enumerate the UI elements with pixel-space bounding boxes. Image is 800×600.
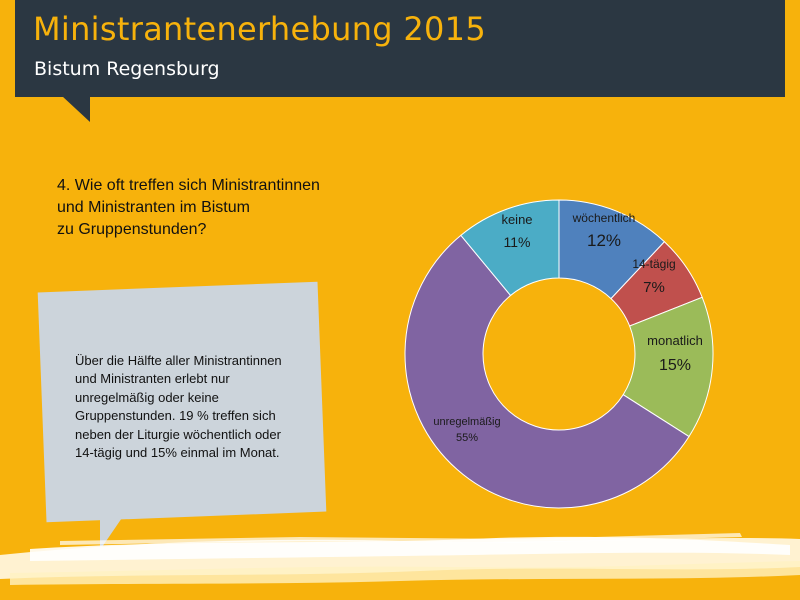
note-line: Über die Hälfte aller Ministrantinnen bbox=[75, 353, 282, 368]
donut-segment-2 bbox=[622, 296, 714, 438]
note-text: Über die Hälfte aller Ministrantinnen un… bbox=[75, 352, 325, 462]
note-line: Gruppenstunden. 19 % treffen sich bbox=[75, 408, 276, 424]
segment-category-label: wöchentlich bbox=[572, 211, 636, 225]
note-line: neben der Liturgie wöchentlich oder bbox=[75, 426, 281, 442]
note-line: 14-tägig und 15% einmal im Monat. bbox=[75, 445, 280, 461]
segment-value-label: 11% bbox=[504, 234, 531, 250]
segment-value-label: 12% bbox=[587, 231, 621, 250]
note-line: unregelmäßig oder keine bbox=[75, 389, 219, 405]
page-title: Ministrantenerhebung 2015 bbox=[33, 10, 486, 48]
question-line: und Ministranten im Bistum bbox=[57, 199, 250, 216]
segment-value-label: 55% bbox=[456, 432, 478, 444]
brush-stroke-decoration bbox=[0, 533, 800, 585]
question-line: 4. Wie oft treffen sich Ministrantinnen bbox=[57, 177, 320, 194]
header-banner: Ministrantenerhebung 2015 Bistum Regensb… bbox=[15, 0, 785, 97]
segment-value-label: 15% bbox=[659, 357, 691, 374]
segment-category-label: keine bbox=[501, 212, 532, 227]
question-text: 4. Wie oft treffen sich Ministrantinnen … bbox=[57, 175, 397, 241]
segment-category-label: monatlich bbox=[647, 333, 703, 348]
donut-segment-4 bbox=[460, 199, 560, 297]
segment-category-label: unregelmäßig bbox=[433, 416, 500, 428]
header-speech-tail bbox=[62, 96, 90, 122]
note-line: und Ministranten erlebt nur bbox=[75, 371, 230, 387]
segment-value-label: 7% bbox=[643, 279, 665, 296]
question-line: zu Gruppenstunden? bbox=[57, 221, 207, 238]
segment-category-label: 14-tägig bbox=[632, 257, 675, 271]
page-subtitle: Bistum Regensburg bbox=[34, 58, 220, 80]
donut-segment-3 bbox=[404, 234, 690, 509]
